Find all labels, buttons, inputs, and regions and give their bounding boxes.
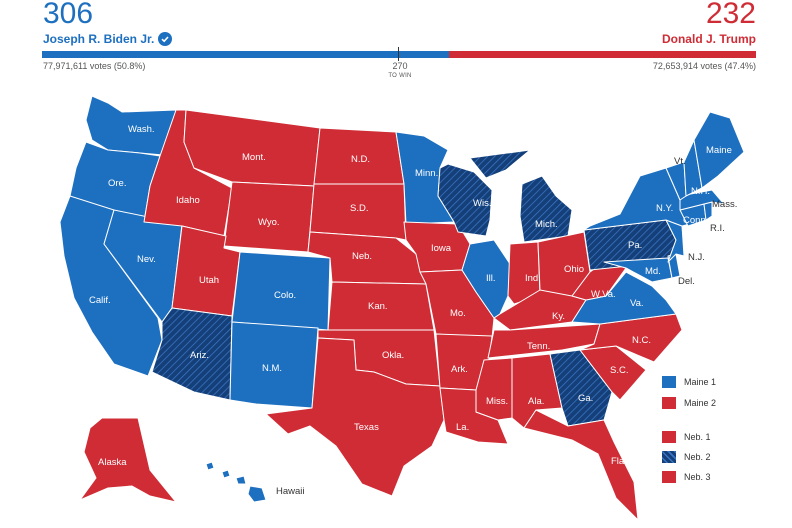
electoral-bar xyxy=(42,51,756,58)
legend-item: Maine 1 xyxy=(662,376,716,388)
label-ny: N.Y. xyxy=(656,203,673,214)
label-nc: N.C. xyxy=(632,335,651,346)
label-texas: Texas xyxy=(354,422,379,433)
legend-swatch xyxy=(662,431,676,443)
label-mont: Mont. xyxy=(242,152,266,163)
biden-name-text: Joseph R. Biden Jr. xyxy=(43,32,155,46)
label-ri: R.I. xyxy=(710,223,725,234)
legend-label: Maine 1 xyxy=(684,377,717,387)
state-alaska[interactable] xyxy=(79,417,177,503)
label-neb: Neb. xyxy=(352,251,372,262)
label-sd: S.D. xyxy=(350,203,368,214)
label-idaho: Idaho xyxy=(176,195,200,206)
label-nj: N.J. xyxy=(688,252,705,263)
legend-swatch xyxy=(662,397,676,409)
label-wyo: Wyo. xyxy=(258,217,280,228)
label-conn: Conn. xyxy=(683,215,708,226)
legend-swatch xyxy=(662,451,676,463)
to-win-number: 270 xyxy=(392,61,408,71)
label-del: Del. xyxy=(678,276,695,287)
label-mo: Mo. xyxy=(450,308,466,319)
biden-popular-votes: 77,971,611 votes (50.8%) xyxy=(43,61,146,71)
label-wis: Wis. xyxy=(473,198,491,209)
label-wash: Wash. xyxy=(128,124,155,135)
label-ala: Ala. xyxy=(528,396,544,407)
label-nh: N.H. xyxy=(691,186,710,197)
label-vt: Vt. xyxy=(674,156,686,167)
label-minn: Minn. xyxy=(415,168,438,179)
legend-swatch xyxy=(662,471,676,483)
label-iowa: Iowa xyxy=(431,243,452,254)
label-nev: Nev. xyxy=(137,254,156,265)
label-ky: Ky. xyxy=(552,311,565,322)
legend-item: Neb. 3 xyxy=(662,471,711,483)
legend-swatch xyxy=(662,376,676,388)
legend-label: Neb. 2 xyxy=(684,452,711,462)
state-washington[interactable] xyxy=(85,95,177,157)
win-threshold-marker xyxy=(398,47,399,61)
electoral-tally: 306 Joseph R. Biden Jr. 232 Donald J. Tr… xyxy=(0,0,792,80)
label-ind: Ind. xyxy=(525,273,541,284)
label-utah: Utah xyxy=(199,275,219,286)
label-ga: Ga. xyxy=(578,393,593,404)
state-florida[interactable] xyxy=(523,409,639,521)
state-wisconsin[interactable] xyxy=(437,163,493,237)
label-colo: Colo. xyxy=(274,290,296,301)
to-win-label: 270 TO WIN xyxy=(380,61,420,81)
legend-item: Neb. 2 xyxy=(662,451,711,463)
legend-label: Neb. 1 xyxy=(684,432,711,442)
label-sc: S.C. xyxy=(610,365,628,376)
label-fla: Fla. xyxy=(611,456,627,467)
label-va: Va. xyxy=(630,298,644,309)
biden-bar-segment xyxy=(42,51,449,58)
label-ohio: Ohio xyxy=(564,264,584,275)
state-maryland[interactable] xyxy=(603,257,673,283)
label-la: La. xyxy=(456,422,469,433)
label-tenn: Tenn. xyxy=(527,341,550,352)
trump-popular-votes: 72,653,914 votes (47.4%) xyxy=(652,61,756,71)
label-ark: Ark. xyxy=(451,364,468,375)
label-ore: Ore. xyxy=(108,178,126,189)
trump-bar-segment xyxy=(448,51,756,58)
label-ill: Ill. xyxy=(486,273,496,284)
legend-label: Neb. 3 xyxy=(684,472,711,482)
label-mass: Mass. xyxy=(712,199,737,210)
legend-item: Neb. 1 xyxy=(662,431,711,443)
label-wva: W.Va. xyxy=(591,289,616,300)
label-ariz: Ariz. xyxy=(190,350,209,361)
state-massachusetts[interactable] xyxy=(679,189,725,211)
biden-name: Joseph R. Biden Jr. xyxy=(43,32,173,46)
label-hawaii: Hawaii xyxy=(276,486,305,497)
label-okla: Okla. xyxy=(382,350,404,361)
legend-label: Maine 2 xyxy=(684,398,717,408)
label-pa: Pa. xyxy=(628,240,642,251)
label-mich: Mich. xyxy=(535,219,558,230)
state-maine[interactable] xyxy=(693,111,745,189)
state-hawaii[interactable] xyxy=(205,461,267,503)
label-alaska: Alaska xyxy=(98,457,127,468)
label-kan: Kan. xyxy=(368,301,388,312)
state-south-dakota[interactable] xyxy=(309,183,407,241)
state-texas[interactable] xyxy=(265,337,445,497)
state-new-mexico[interactable] xyxy=(229,321,319,409)
label-nm: N.M. xyxy=(262,363,282,374)
label-nd: N.D. xyxy=(351,154,370,165)
to-win-text: TO WIN xyxy=(388,73,412,79)
trump-electoral-votes: 232 xyxy=(705,0,756,30)
label-maine: Maine xyxy=(706,145,732,156)
label-miss: Miss. xyxy=(486,396,508,407)
state-labels: Wash. Ore. Calif. Nev. Idaho Mont. Wyo. … xyxy=(89,124,737,497)
biden-electoral-votes: 306 xyxy=(43,0,94,30)
label-calif: Calif. xyxy=(89,295,111,306)
winner-check-icon xyxy=(158,32,173,46)
label-md: Md. xyxy=(645,266,661,277)
trump-name: Donald J. Trump xyxy=(661,32,756,46)
state-michigan[interactable] xyxy=(469,149,573,243)
legend-item: Maine 2 xyxy=(662,397,716,409)
